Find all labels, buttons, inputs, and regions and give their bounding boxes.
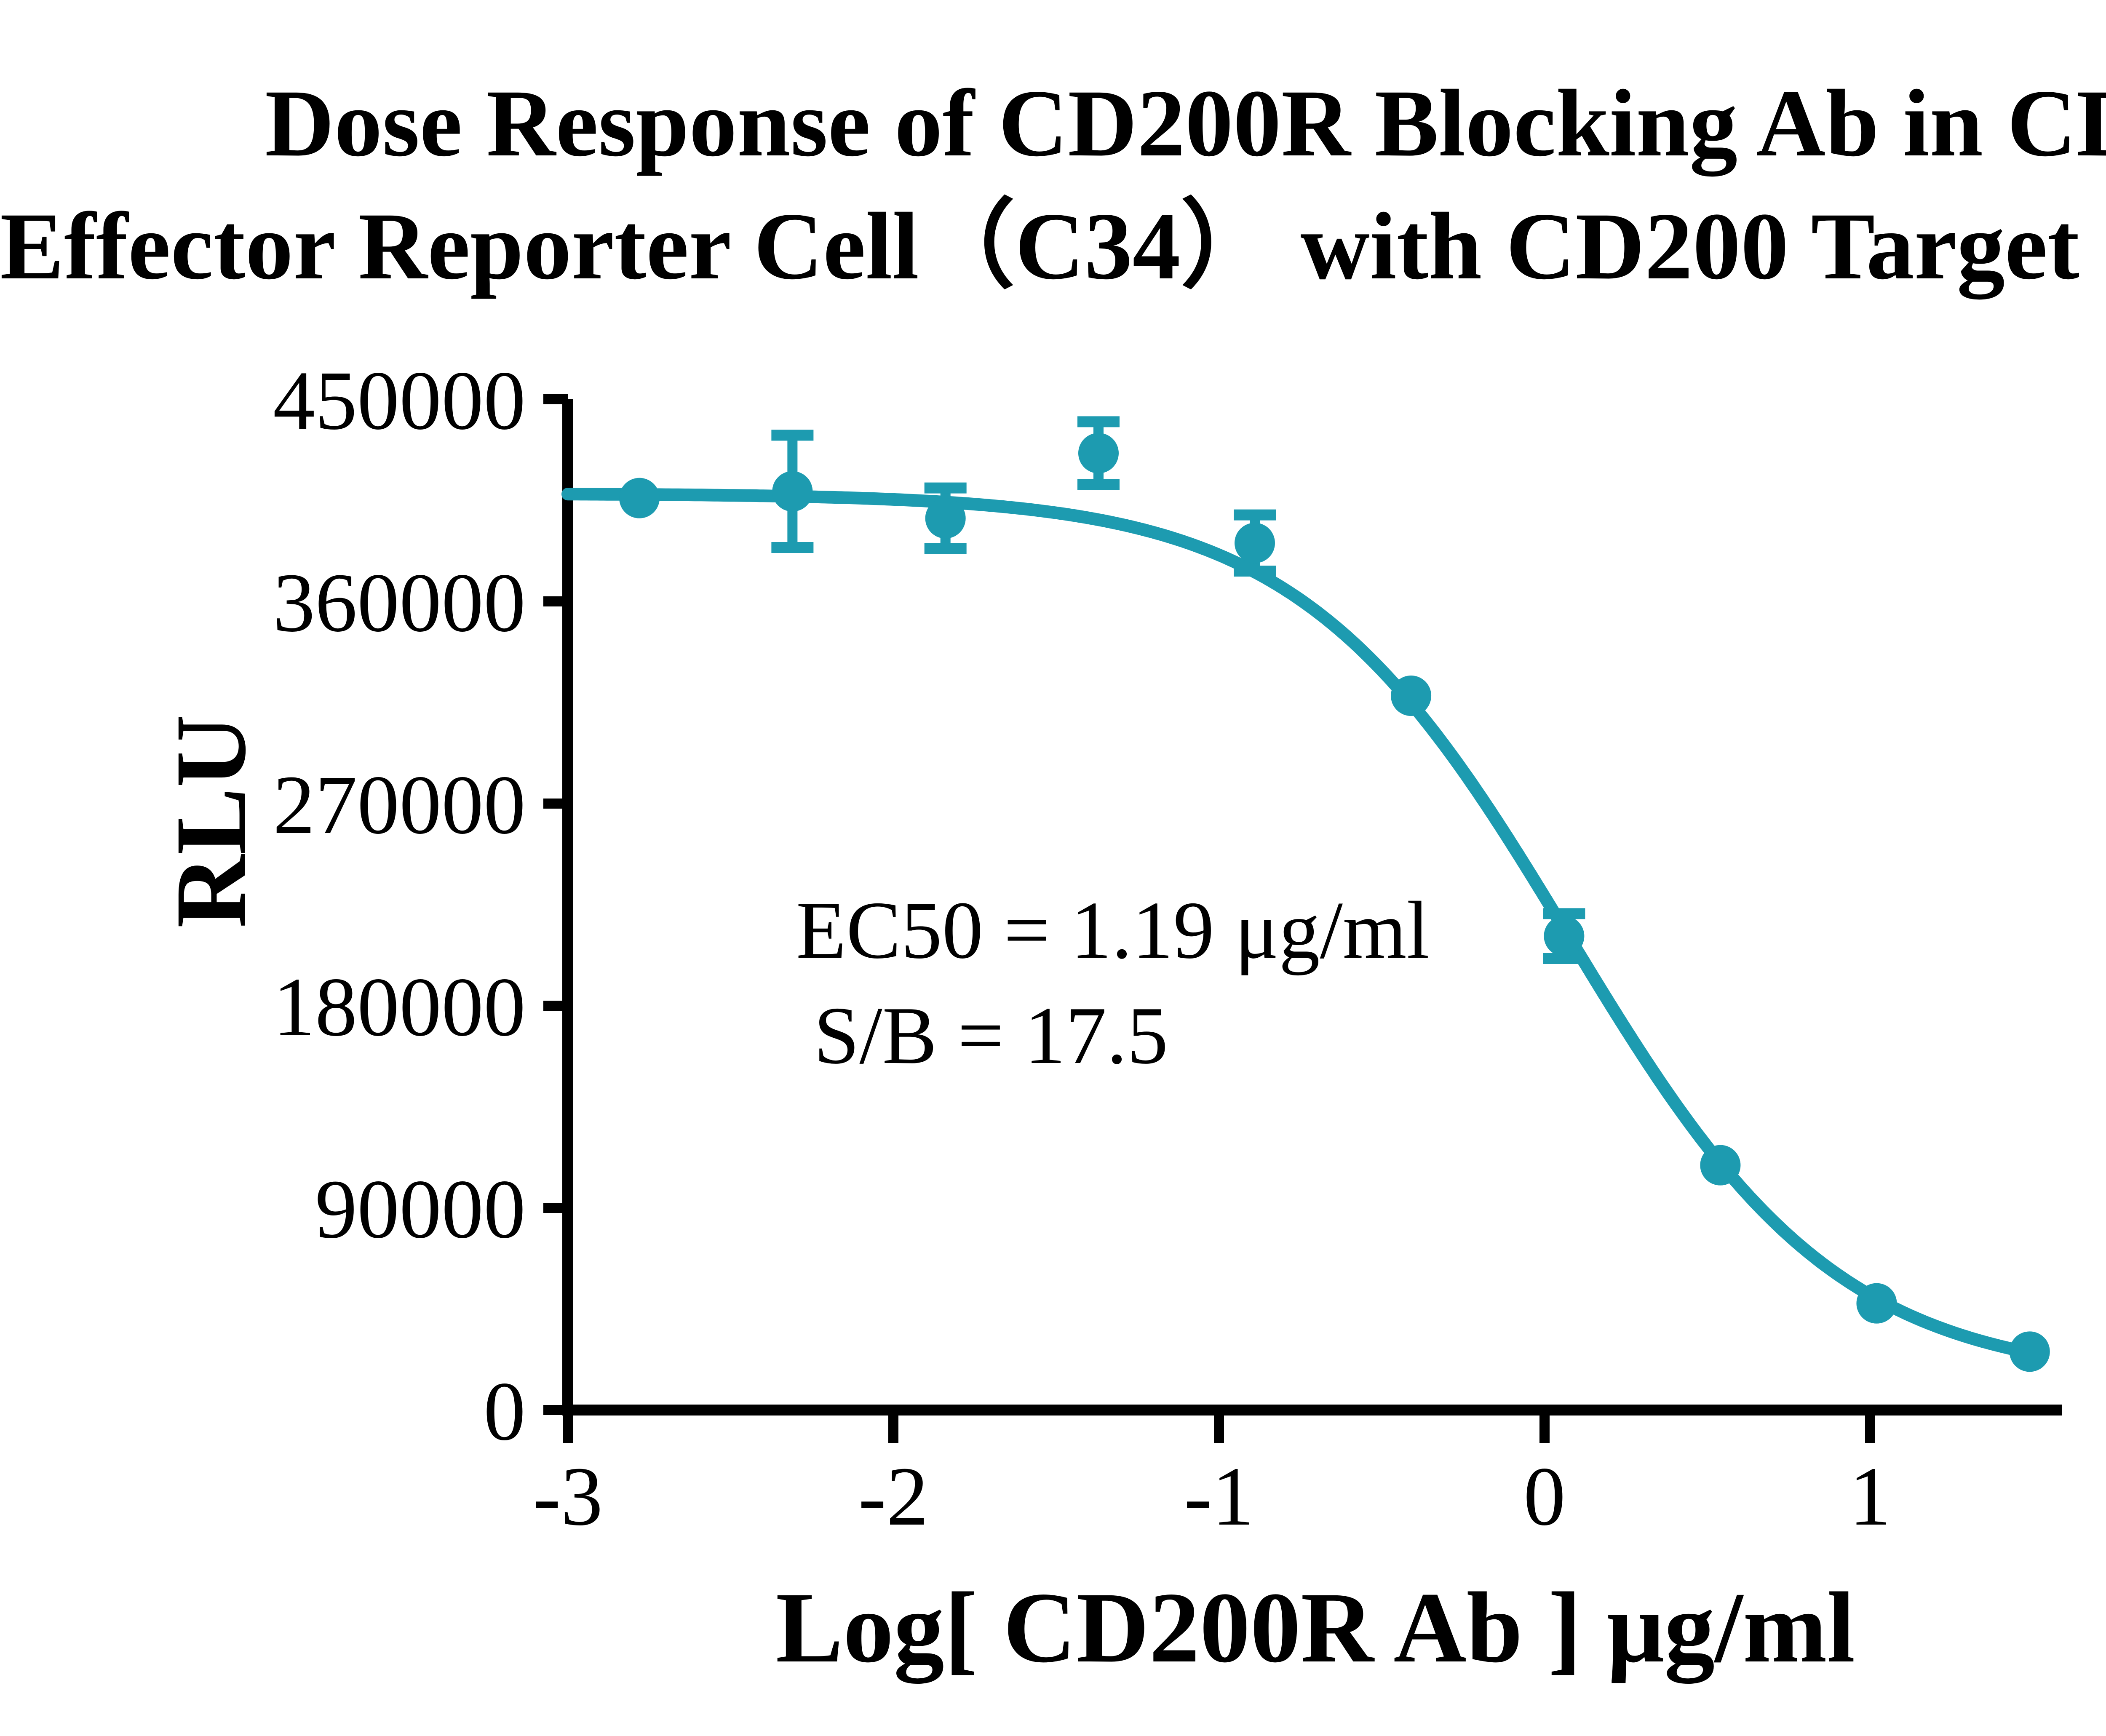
data-point-marker xyxy=(1544,916,1585,956)
y-tick-label: 270000 xyxy=(273,758,526,852)
y-tick-label: 180000 xyxy=(273,961,526,1054)
x-tick-label: -1 xyxy=(1184,1450,1254,1543)
x-tick-label: 0 xyxy=(1523,1450,1566,1543)
data-point-marker xyxy=(1078,433,1119,473)
fit-annotation: EC50 = 1.19 μg/ml S/B = 17.5 xyxy=(796,878,1430,1088)
data-point-marker xyxy=(1391,676,1432,716)
sb-annotation: S/B = 17.5 xyxy=(814,990,1168,1081)
data-point-marker xyxy=(1856,1283,1897,1324)
chart-title-line1: Dose Response of CD200R Blocking Ab in C… xyxy=(265,70,2106,176)
y-tick-label: 0 xyxy=(484,1365,526,1458)
chart-title: Dose Response of CD200R Blocking Ab in C… xyxy=(0,62,2106,308)
chart-title-line2: Effector Reporter Cell（C34） with CD200 T… xyxy=(0,193,2106,299)
data-point-marker xyxy=(1700,1145,1741,1186)
data-point-marker xyxy=(772,471,813,512)
x-tick-label: -3 xyxy=(533,1450,603,1543)
x-tick-label: -2 xyxy=(858,1450,929,1543)
x-tick-label: 1 xyxy=(1849,1450,1891,1543)
y-tick-label: 360000 xyxy=(273,556,526,649)
ec50-annotation: EC50 = 1.19 μg/ml xyxy=(796,885,1430,976)
y-tick-label: 90000 xyxy=(315,1163,526,1256)
data-point-marker xyxy=(1235,523,1275,564)
data-point-marker xyxy=(619,478,660,518)
y-tick-label: 450000 xyxy=(273,354,526,447)
data-point-marker xyxy=(2009,1331,2050,1372)
data-point-marker xyxy=(925,498,966,539)
x-axis-label: Log[ CD200R Ab ] μg/ml xyxy=(775,1571,1855,1683)
